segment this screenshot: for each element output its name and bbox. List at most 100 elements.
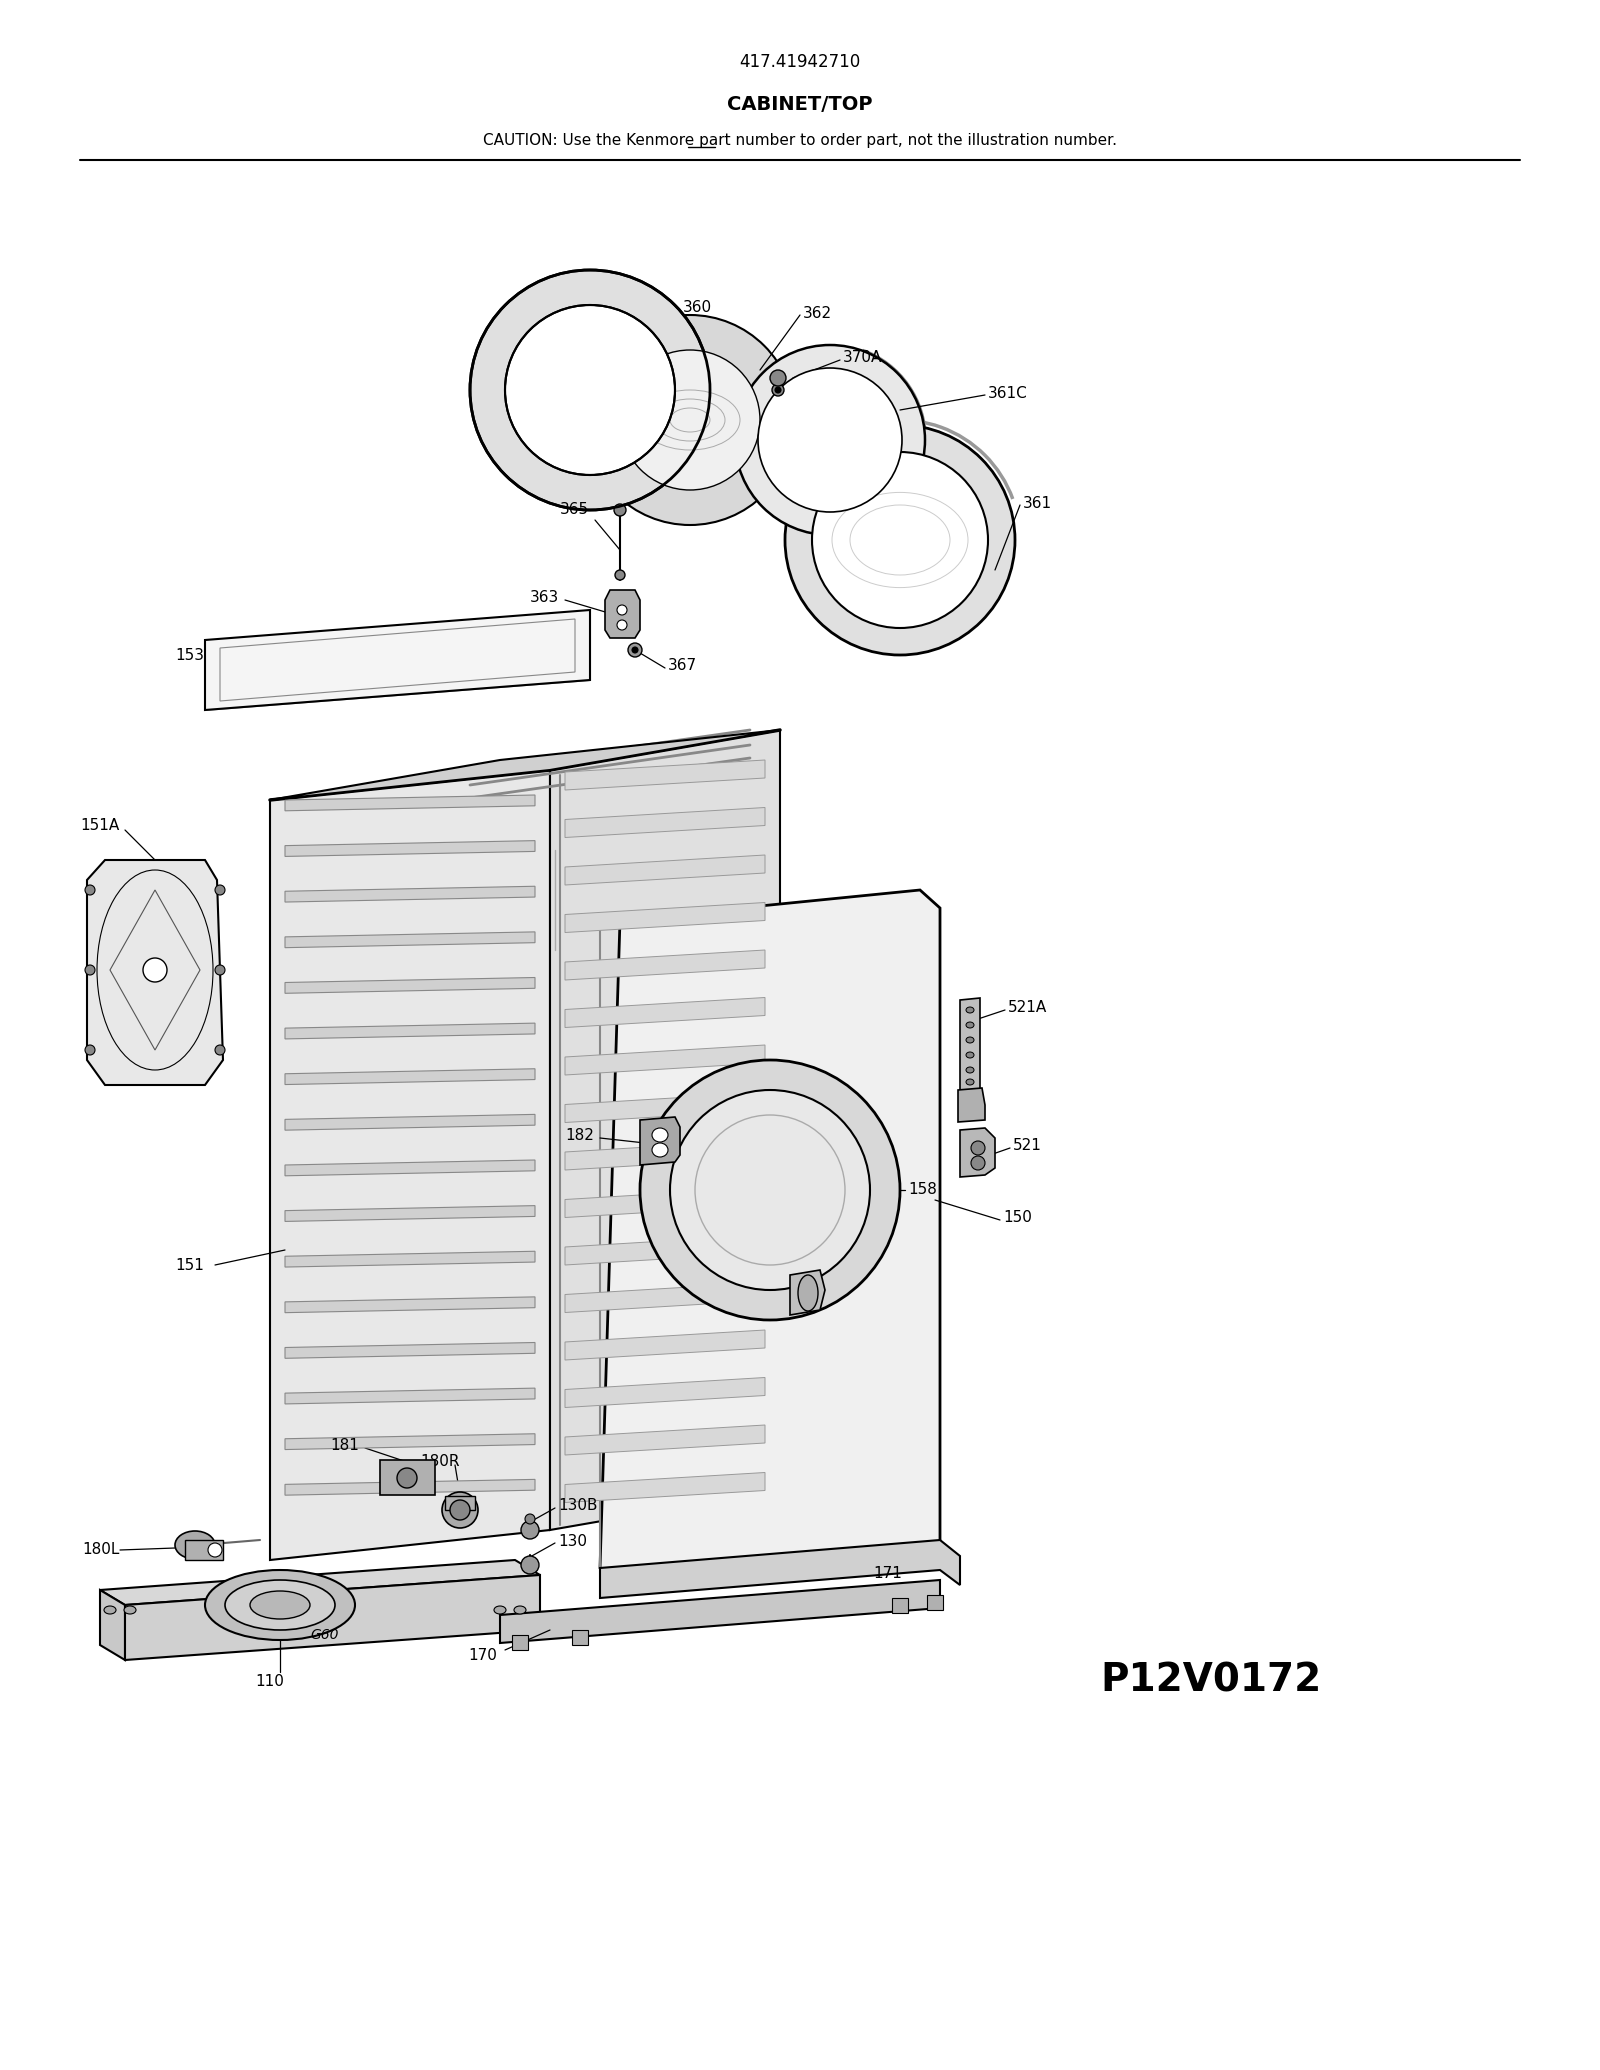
Polygon shape [960, 998, 979, 1093]
Ellipse shape [586, 315, 795, 526]
Polygon shape [565, 1188, 765, 1217]
Ellipse shape [85, 1045, 94, 1056]
Ellipse shape [614, 569, 626, 580]
Text: 521: 521 [1013, 1138, 1042, 1153]
Polygon shape [565, 903, 765, 932]
Polygon shape [565, 950, 765, 979]
Ellipse shape [214, 965, 226, 975]
Ellipse shape [494, 1606, 506, 1615]
Text: 150: 150 [1003, 1211, 1032, 1225]
Text: CABINET/TOP: CABINET/TOP [728, 95, 872, 114]
Ellipse shape [966, 1052, 974, 1058]
Ellipse shape [798, 1275, 818, 1310]
Ellipse shape [770, 371, 786, 385]
Ellipse shape [85, 886, 94, 894]
Ellipse shape [618, 621, 627, 629]
Polygon shape [270, 770, 550, 1561]
Polygon shape [205, 611, 590, 710]
Polygon shape [86, 859, 222, 1085]
Ellipse shape [653, 1128, 669, 1143]
Ellipse shape [966, 1006, 974, 1012]
Text: 180L: 180L [82, 1542, 120, 1557]
Ellipse shape [627, 644, 642, 656]
Polygon shape [565, 998, 765, 1027]
Ellipse shape [771, 385, 784, 395]
Ellipse shape [450, 1501, 470, 1519]
Ellipse shape [966, 1023, 974, 1029]
Polygon shape [565, 760, 765, 791]
Text: 360: 360 [683, 300, 712, 315]
Polygon shape [285, 795, 534, 811]
Ellipse shape [525, 1513, 534, 1524]
Ellipse shape [226, 1579, 334, 1629]
Text: P12V0172: P12V0172 [1101, 1660, 1322, 1699]
Polygon shape [565, 1093, 765, 1122]
Text: 362: 362 [803, 306, 832, 321]
Polygon shape [565, 1283, 765, 1312]
Polygon shape [285, 1250, 534, 1267]
Polygon shape [285, 1343, 534, 1358]
Polygon shape [565, 1472, 765, 1503]
Polygon shape [565, 1236, 765, 1265]
Polygon shape [600, 1540, 960, 1598]
Bar [381, 1459, 435, 1495]
Polygon shape [565, 1141, 765, 1170]
Polygon shape [285, 840, 534, 857]
Polygon shape [285, 1114, 534, 1130]
Ellipse shape [442, 1492, 478, 1528]
Text: 367: 367 [669, 658, 698, 673]
Polygon shape [125, 1575, 541, 1660]
Text: 130: 130 [558, 1534, 587, 1548]
Ellipse shape [250, 1592, 310, 1619]
Polygon shape [640, 1118, 680, 1165]
Ellipse shape [514, 1606, 526, 1615]
Ellipse shape [966, 1037, 974, 1043]
Bar [893, 1598, 909, 1613]
Text: 151: 151 [174, 1256, 203, 1273]
Ellipse shape [971, 1141, 986, 1155]
Polygon shape [285, 886, 534, 903]
Text: 171: 171 [874, 1565, 902, 1581]
Ellipse shape [653, 1143, 669, 1157]
Text: 151A: 151A [80, 818, 120, 832]
Polygon shape [285, 932, 534, 948]
Ellipse shape [670, 1091, 870, 1290]
Polygon shape [99, 1590, 125, 1660]
Ellipse shape [734, 346, 925, 534]
Ellipse shape [142, 958, 166, 981]
Ellipse shape [614, 503, 626, 515]
Polygon shape [958, 1089, 986, 1122]
Ellipse shape [522, 1521, 539, 1538]
Ellipse shape [774, 387, 781, 393]
Bar [445, 1497, 475, 1509]
Polygon shape [285, 1435, 534, 1449]
Ellipse shape [174, 1532, 214, 1559]
Text: 182: 182 [565, 1128, 594, 1143]
Polygon shape [499, 1579, 941, 1644]
Polygon shape [285, 1023, 534, 1039]
Bar [573, 1629, 589, 1646]
Ellipse shape [104, 1606, 115, 1615]
Ellipse shape [522, 1557, 539, 1573]
Polygon shape [565, 855, 765, 886]
Polygon shape [285, 1068, 534, 1085]
Ellipse shape [758, 368, 902, 511]
Polygon shape [565, 1377, 765, 1408]
Ellipse shape [506, 304, 675, 474]
Ellipse shape [621, 350, 760, 491]
Text: CAUTION: Use the Kenmore part number to order part, not the illustration number.: CAUTION: Use the Kenmore part number to … [483, 132, 1117, 147]
Ellipse shape [214, 1045, 226, 1056]
Ellipse shape [125, 1606, 136, 1615]
Ellipse shape [971, 1155, 986, 1170]
Text: 417.41942710: 417.41942710 [739, 54, 861, 70]
Polygon shape [565, 807, 765, 838]
Ellipse shape [786, 424, 1014, 654]
Bar [926, 1596, 942, 1610]
Text: 158: 158 [909, 1182, 938, 1199]
Polygon shape [285, 1298, 534, 1312]
Text: G60: G60 [310, 1627, 339, 1642]
Bar [186, 1540, 222, 1561]
Ellipse shape [966, 1078, 974, 1085]
Text: 370A: 370A [843, 350, 882, 366]
Polygon shape [99, 1561, 541, 1604]
